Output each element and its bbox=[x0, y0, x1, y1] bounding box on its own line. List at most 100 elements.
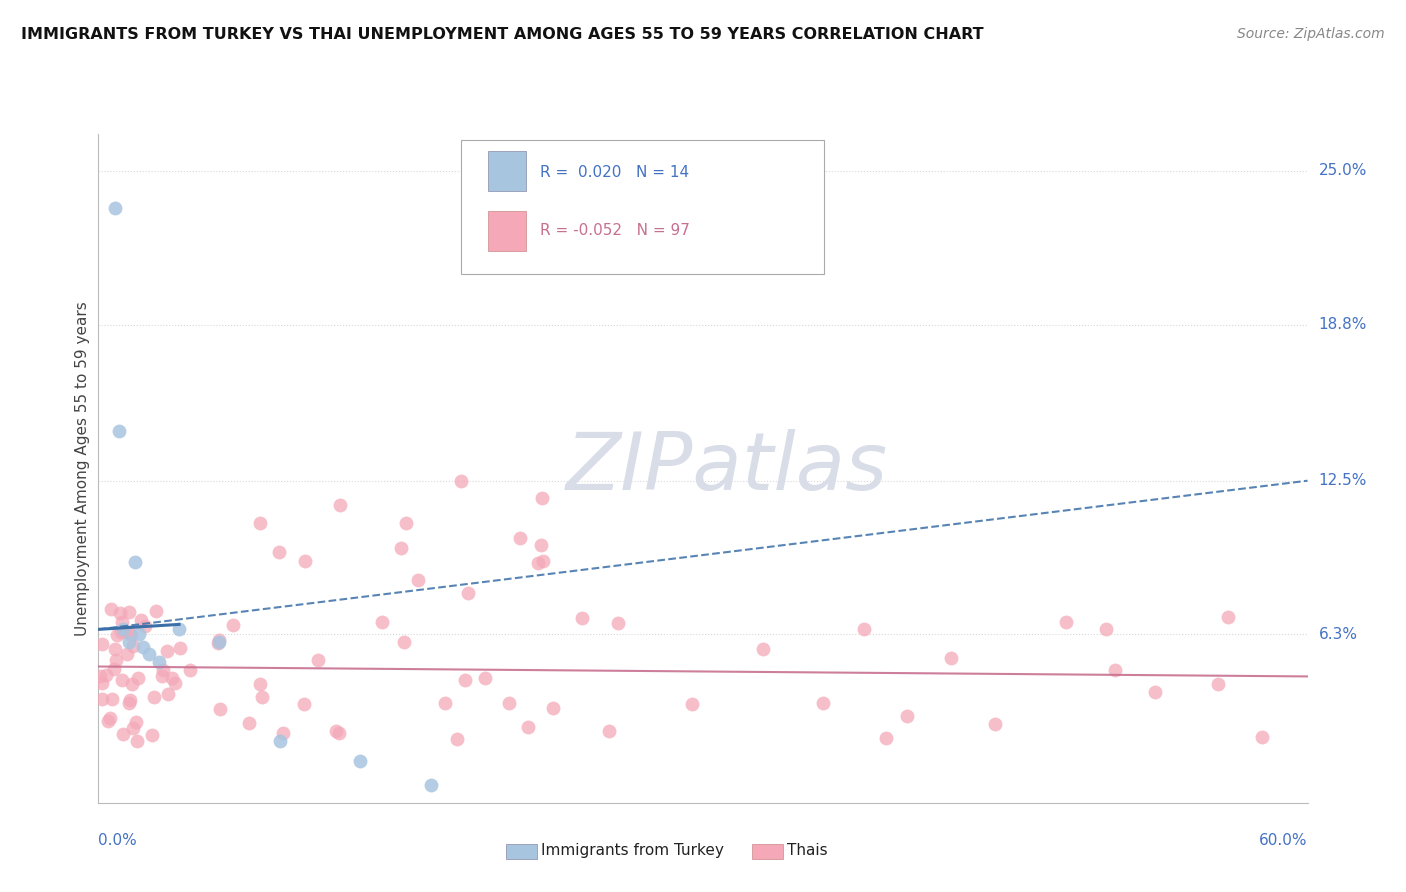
Point bbox=[434, 696, 457, 710]
Point bbox=[94, 667, 117, 681]
Point bbox=[516, 720, 538, 734]
Point bbox=[395, 516, 418, 531]
Point bbox=[111, 726, 134, 740]
Point bbox=[249, 677, 271, 691]
Point bbox=[111, 673, 134, 687]
Point bbox=[97, 714, 120, 728]
Point bbox=[118, 696, 141, 710]
Point bbox=[107, 628, 129, 642]
Point bbox=[100, 602, 122, 616]
Point bbox=[1054, 615, 1077, 629]
Point bbox=[1208, 677, 1230, 691]
Point bbox=[328, 726, 350, 740]
Point bbox=[681, 697, 703, 711]
Point bbox=[208, 634, 231, 648]
Point bbox=[91, 676, 114, 690]
Point bbox=[148, 655, 170, 669]
Point bbox=[128, 627, 150, 641]
Point bbox=[541, 700, 564, 714]
Text: 0.0%: 0.0% bbox=[98, 833, 138, 848]
Point bbox=[152, 663, 174, 677]
Point bbox=[752, 642, 775, 657]
Text: Immigrants from Turkey: Immigrants from Turkey bbox=[541, 844, 724, 858]
Point bbox=[238, 716, 260, 731]
Point bbox=[273, 726, 295, 740]
Point bbox=[267, 545, 290, 559]
Text: ZIPatlas: ZIPatlas bbox=[567, 429, 889, 508]
Point bbox=[457, 585, 479, 599]
Point bbox=[103, 662, 125, 676]
Point bbox=[269, 734, 291, 748]
Point bbox=[349, 754, 371, 768]
Point bbox=[454, 673, 477, 687]
Point bbox=[875, 731, 897, 745]
Point bbox=[98, 711, 121, 725]
Point bbox=[169, 640, 191, 655]
Text: 6.3%: 6.3% bbox=[1319, 627, 1358, 642]
Point bbox=[111, 623, 134, 637]
Point bbox=[853, 623, 876, 637]
Point bbox=[138, 647, 160, 661]
Point bbox=[125, 715, 148, 730]
Point bbox=[419, 779, 441, 793]
Point bbox=[1143, 684, 1166, 698]
Point bbox=[152, 669, 174, 683]
Point bbox=[208, 702, 231, 716]
Point bbox=[110, 606, 132, 620]
Point bbox=[571, 611, 593, 625]
Text: Thais: Thais bbox=[787, 844, 828, 858]
Point bbox=[118, 634, 141, 648]
Point bbox=[124, 556, 146, 570]
Point bbox=[250, 690, 273, 704]
Point bbox=[167, 623, 190, 637]
Point bbox=[163, 675, 186, 690]
Text: Source: ZipAtlas.com: Source: ZipAtlas.com bbox=[1237, 27, 1385, 41]
Point bbox=[941, 650, 963, 665]
Point bbox=[307, 653, 329, 667]
Point bbox=[122, 639, 145, 653]
Point bbox=[1216, 609, 1239, 624]
Point bbox=[104, 653, 127, 667]
Point bbox=[118, 605, 141, 619]
Point bbox=[134, 619, 156, 633]
Text: 25.0%: 25.0% bbox=[1319, 163, 1367, 178]
FancyBboxPatch shape bbox=[488, 151, 526, 191]
Point bbox=[103, 201, 125, 215]
Point bbox=[118, 624, 141, 639]
Point bbox=[132, 640, 155, 654]
Point bbox=[509, 531, 531, 545]
Point bbox=[122, 721, 145, 735]
Point bbox=[143, 690, 166, 704]
Point bbox=[89, 669, 111, 683]
Point bbox=[984, 717, 1007, 731]
Point bbox=[120, 628, 142, 642]
Point bbox=[222, 618, 245, 632]
Point bbox=[110, 625, 132, 640]
Point bbox=[527, 556, 550, 570]
Point bbox=[598, 724, 620, 739]
Point bbox=[129, 613, 152, 627]
Point bbox=[1104, 663, 1126, 677]
Point bbox=[896, 709, 918, 723]
Point bbox=[107, 424, 129, 438]
Point bbox=[371, 615, 394, 629]
Point bbox=[474, 671, 496, 685]
Text: IMMIGRANTS FROM TURKEY VS THAI UNEMPLOYMENT AMONG AGES 55 TO 59 YEARS CORRELATIO: IMMIGRANTS FROM TURKEY VS THAI UNEMPLOYM… bbox=[21, 27, 984, 42]
Point bbox=[450, 474, 472, 488]
Point bbox=[100, 691, 122, 706]
Point bbox=[392, 635, 415, 649]
Point bbox=[606, 615, 628, 630]
Point bbox=[325, 723, 347, 738]
Point bbox=[329, 499, 352, 513]
Point bbox=[127, 671, 149, 685]
Point bbox=[207, 636, 229, 650]
Point bbox=[120, 693, 142, 707]
Text: 18.8%: 18.8% bbox=[1319, 317, 1367, 332]
Point bbox=[114, 625, 136, 640]
Text: 60.0%: 60.0% bbox=[1260, 833, 1308, 848]
Point bbox=[530, 491, 553, 505]
Point bbox=[117, 648, 139, 662]
Point bbox=[533, 554, 555, 568]
Text: R = -0.052   N = 97: R = -0.052 N = 97 bbox=[540, 223, 689, 238]
Point bbox=[294, 554, 316, 568]
